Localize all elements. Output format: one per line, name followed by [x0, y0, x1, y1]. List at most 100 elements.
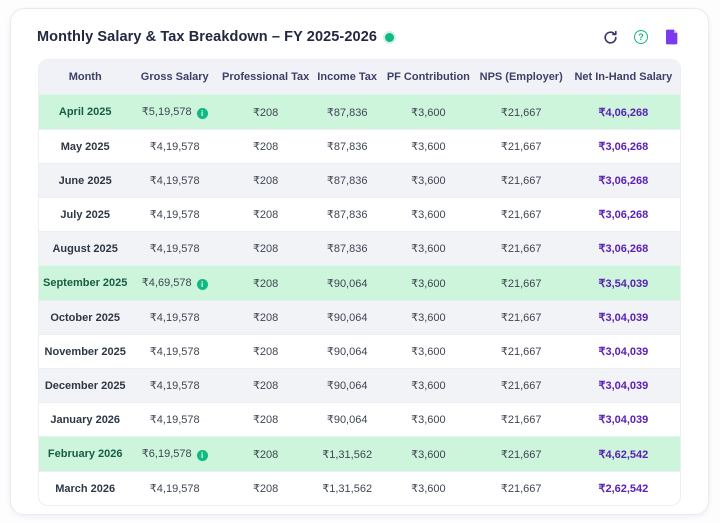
column-header: Professional Tax — [218, 60, 314, 94]
table-row: November 2025 ₹4,19,578 ₹208 ₹90,064 ₹3,600 ₹… — [39, 334, 680, 368]
title-wrap: Monthly Salary & Tax Breakdown – FY 2025… — [37, 29, 395, 45]
refresh-icon[interactable] — [602, 29, 618, 45]
cell-value: ₹208 — [252, 346, 279, 358]
cell-value: ₹208 — [252, 448, 279, 461]
cell-value: ₹208 — [252, 414, 279, 426]
cell-value: December 2025 — [44, 379, 126, 392]
pf-contribution-cell: ₹3,600 — [381, 402, 476, 436]
cell-value: ₹4,19,578 — [149, 175, 200, 187]
cell-value: ₹2,62,542 — [598, 483, 649, 495]
pf-contribution-cell: ₹3,600 — [381, 300, 476, 334]
month-cell: March 2026 — [39, 471, 132, 505]
net-in-hand-cell: ₹3,04,039 — [566, 368, 680, 402]
help-icon[interactable]: ? — [633, 29, 649, 45]
cell-value: ₹21,667 — [500, 209, 542, 221]
income-tax-cell: ₹90,064 — [313, 265, 382, 300]
cell-value: ₹4,19,578 — [149, 209, 200, 221]
professional-tax-cell: ₹208 — [218, 94, 314, 129]
gross-salary-cell: ₹4,19,578 — [131, 197, 219, 231]
cell-value: ₹3,54,039 — [598, 277, 649, 290]
document-icon[interactable] — [664, 29, 680, 45]
pf-contribution-cell: ₹3,600 — [381, 368, 476, 402]
cell-value: ₹3,600 — [411, 380, 446, 392]
nps-employer-cell: ₹21,667 — [475, 471, 567, 505]
gross-salary-cell: ₹4,69,578 i — [131, 265, 219, 300]
month-cell: November 2025 — [39, 334, 132, 368]
help-icon-glyph: ? — [634, 30, 648, 44]
month-cell: December 2025 — [39, 368, 132, 402]
cell-value: ₹3,06,268 — [598, 209, 649, 221]
professional-tax-cell: ₹208 — [218, 197, 314, 231]
nps-employer-cell: ₹21,667 — [475, 94, 567, 129]
cell-value: ₹208 — [252, 209, 279, 221]
cell-value: ₹3,600 — [411, 414, 446, 426]
cell-value: June 2025 — [58, 174, 112, 187]
cell-value: November 2025 — [44, 345, 126, 358]
month-cell: April 2025 — [39, 94, 132, 129]
cell-value: ₹3,04,039 — [598, 414, 649, 426]
cell-value: ₹208 — [252, 277, 279, 290]
cell-value: ₹21,667 — [500, 380, 542, 392]
pf-contribution-cell: ₹3,600 — [381, 94, 476, 129]
info-badge-icon[interactable]: i — [196, 279, 208, 290]
nps-employer-cell: ₹21,667 — [475, 300, 567, 334]
pf-contribution-cell: ₹3,600 — [381, 163, 476, 197]
net-in-hand-cell: ₹3,04,039 — [566, 402, 680, 436]
professional-tax-cell: ₹208 — [218, 129, 314, 163]
professional-tax-cell: ₹208 — [218, 471, 314, 505]
cell-value: ₹3,06,268 — [598, 141, 649, 153]
cell-value: ₹3,600 — [411, 346, 446, 358]
column-header: Month — [39, 60, 132, 94]
nps-employer-cell: ₹21,667 — [475, 129, 567, 163]
cell-value: October 2025 — [50, 311, 121, 324]
net-in-hand-cell: ₹4,62,542 — [566, 436, 680, 471]
cell-value: ₹3,600 — [411, 448, 446, 461]
cell-value: ₹3,600 — [411, 243, 446, 255]
pf-contribution-cell: ₹3,600 — [381, 231, 476, 265]
net-in-hand-cell: ₹3,04,039 — [566, 300, 680, 334]
cell-value: ₹87,836 — [326, 175, 368, 187]
cell-value: May 2025 — [60, 140, 110, 153]
info-badge-icon[interactable]: i — [196, 108, 208, 119]
professional-tax-cell: ₹208 — [218, 231, 314, 265]
table-row: June 2025 ₹4,19,578 ₹208 ₹87,836 ₹3,600 ₹21,6… — [39, 163, 680, 197]
cell-value: ₹90,064 — [326, 312, 368, 324]
gross-salary-cell: ₹5,19,578 i — [131, 94, 219, 129]
cell-value: July 2025 — [60, 208, 110, 221]
income-tax-cell: ₹90,064 — [313, 402, 382, 436]
table-row: September 2025 ₹4,69,578 i ₹208 ₹90,064 ₹3,60… — [39, 265, 680, 300]
cell-value: ₹208 — [252, 243, 279, 255]
income-tax-cell: ₹87,836 — [313, 197, 382, 231]
month-cell: August 2025 — [39, 231, 132, 265]
cell-value: ₹3,04,039 — [598, 380, 649, 392]
cell-value: August 2025 — [52, 242, 118, 255]
pf-contribution-cell: ₹3,600 — [381, 129, 476, 163]
cell-value: ₹4,19,578 — [149, 414, 200, 426]
table-row: February 2026 ₹6,19,578 i ₹208 ₹1,31,562 ₹3,6… — [39, 436, 680, 471]
column-header: Income Tax — [313, 60, 382, 94]
cell-value: ₹87,836 — [326, 243, 368, 255]
cell-value: ₹208 — [252, 380, 279, 392]
cell-value: ₹5,19,578 — [141, 106, 192, 118]
column-header: Net In-Hand Salary — [566, 60, 680, 94]
cell-value: September 2025 — [43, 277, 128, 289]
table-header-row: Month Gross Salary Professional Tax Income … — [39, 60, 680, 94]
cell-value: ₹21,667 — [500, 346, 542, 358]
cell-value: ₹3,600 — [411, 141, 446, 153]
info-badge-icon[interactable]: i — [196, 450, 208, 461]
cell-value: ₹208 — [252, 141, 279, 153]
gross-salary-cell: ₹4,19,578 — [131, 129, 219, 163]
net-in-hand-cell: ₹3,04,039 — [566, 334, 680, 368]
table-row: December 2025 ₹4,19,578 ₹208 ₹90,064 ₹3,600 ₹… — [39, 368, 680, 402]
table-row: July 2025 ₹4,19,578 ₹208 ₹87,836 ₹3,600 ₹21,6… — [39, 197, 680, 231]
cell-value: ₹87,836 — [326, 106, 368, 119]
cell-value: ₹90,064 — [326, 414, 368, 426]
gross-salary-cell: ₹6,19,578 i — [131, 436, 219, 471]
page-title: Monthly Salary & Tax Breakdown – FY 2025… — [37, 29, 378, 45]
nps-employer-cell: ₹21,667 — [475, 163, 567, 197]
cell-value: ₹21,667 — [500, 448, 542, 461]
cell-value: ₹1,31,562 — [322, 448, 373, 461]
income-tax-cell: ₹87,836 — [313, 129, 382, 163]
gross-salary-cell: ₹4,19,578 — [131, 231, 219, 265]
cell-value: ₹3,06,268 — [598, 175, 649, 187]
